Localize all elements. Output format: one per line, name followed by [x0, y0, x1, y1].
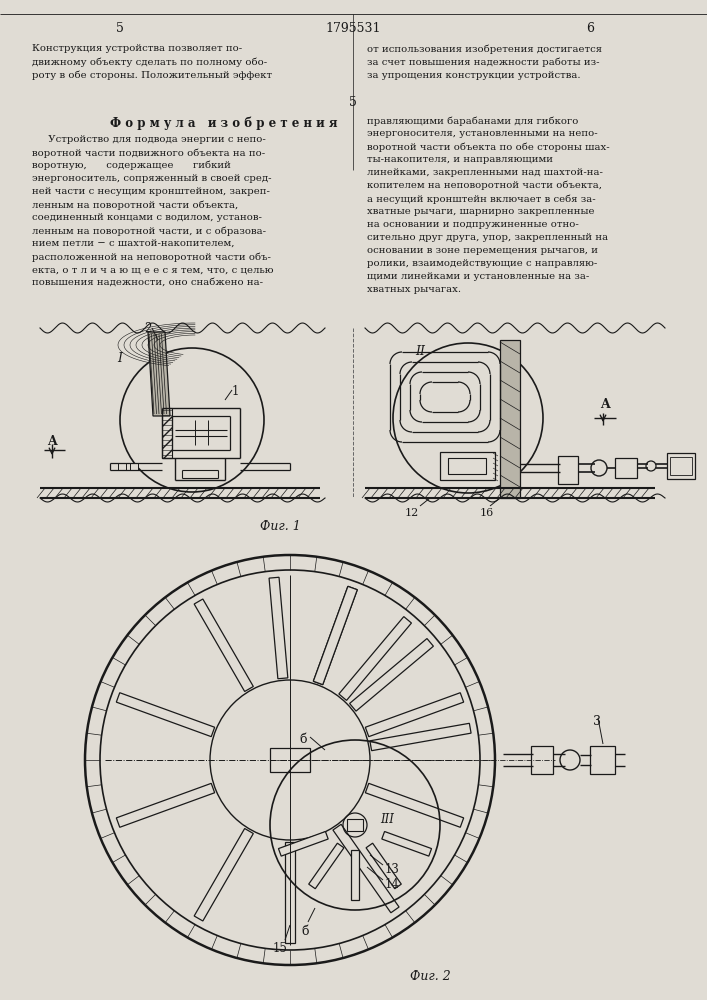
Bar: [558, 456, 578, 484]
Text: хватные рычаги, шарнирно закрепленные: хватные рычаги, шарнирно закрепленные: [367, 207, 595, 216]
Text: III: III: [380, 813, 394, 826]
Text: Устройство для подвода энергии с непо-: Устройство для подвода энергии с непо-: [32, 135, 266, 144]
Bar: [440, 452, 495, 480]
Text: повышения надежности, оно снабжено на-: повышения надежности, оно снабжено на-: [32, 278, 263, 287]
Polygon shape: [349, 639, 433, 711]
Polygon shape: [333, 824, 399, 913]
Text: линейками, закрепленными над шахтой-на-: линейками, закрепленными над шахтой-на-: [367, 168, 603, 177]
Text: A: A: [600, 398, 609, 411]
Bar: [347, 819, 363, 831]
Text: 16: 16: [480, 508, 494, 518]
Text: 14: 14: [385, 878, 400, 891]
Text: ты-накопителя, и направляющими: ты-накопителя, и направляющими: [367, 155, 553, 164]
Text: соединенный концами с водилом, установ-: соединенный концами с водилом, установ-: [32, 213, 262, 222]
Text: правляющими барабанами для гибкого: правляющими барабанами для гибкого: [367, 116, 578, 125]
Text: на основании и подпружиненные отно-: на основании и подпружиненные отно-: [367, 220, 579, 229]
Text: Фиг. 1: Фиг. 1: [259, 520, 300, 533]
Text: 3: 3: [593, 715, 601, 728]
Text: ленным на поворотной части, и с образова-: ленным на поворотной части, и с образова…: [32, 226, 266, 235]
Bar: [118, 463, 126, 470]
Polygon shape: [382, 832, 431, 856]
Polygon shape: [313, 586, 357, 685]
Text: от использования изобретения достигается: от использования изобретения достигается: [367, 44, 602, 53]
Text: энергоноситель, сопряженный в своей сред-: энергоноситель, сопряженный в своей сред…: [32, 174, 271, 183]
Text: сительно друг друга, упор, закрепленный на: сительно друг друга, упор, закрепленный …: [367, 233, 608, 242]
Polygon shape: [370, 723, 471, 751]
Text: ленным на поворотной части объекта,: ленным на поворотной части объекта,: [32, 200, 238, 210]
Text: расположенной на неповоротной части объ-: расположенной на неповоротной части объ-: [32, 252, 271, 261]
Text: воротной части объекта по обе стороны шах-: воротной части объекта по обе стороны ша…: [367, 142, 609, 151]
Text: 13: 13: [385, 863, 400, 876]
Polygon shape: [313, 586, 357, 685]
Polygon shape: [366, 783, 464, 827]
Text: нием петли − с шахтой-накопителем,: нием петли − с шахтой-накопителем,: [32, 239, 235, 248]
Bar: [670, 457, 692, 475]
Polygon shape: [269, 577, 288, 679]
Polygon shape: [366, 843, 402, 889]
Bar: [667, 453, 695, 479]
Text: ней части с несущим кронштейном, закреп-: ней части с несущим кронштейном, закреп-: [32, 187, 270, 196]
Text: ролики, взаимодействующие с направляю-: ролики, взаимодействующие с направляю-: [367, 259, 597, 268]
Text: хватных рычагах.: хватных рычагах.: [367, 285, 461, 294]
Text: движному объекту сделать по полному обо-: движному объекту сделать по полному обо-: [32, 57, 267, 67]
Polygon shape: [366, 693, 464, 737]
Polygon shape: [285, 842, 295, 943]
Polygon shape: [339, 617, 411, 700]
Text: копителем на неповоротной части объекта,: копителем на неповоротной части объекта,: [367, 181, 602, 190]
Text: II: II: [415, 345, 425, 358]
Text: A: A: [47, 435, 57, 448]
Polygon shape: [309, 843, 344, 889]
Text: 2: 2: [144, 322, 152, 335]
Text: Ф о р м у л а   и з о б р е т е н и я: Ф о р м у л а и з о б р е т е н и я: [110, 116, 337, 129]
Polygon shape: [117, 693, 215, 737]
Text: 12: 12: [405, 508, 419, 518]
Polygon shape: [148, 332, 170, 416]
Bar: [162, 408, 172, 458]
Bar: [130, 463, 138, 470]
Polygon shape: [500, 340, 520, 498]
Polygon shape: [194, 829, 253, 921]
Text: за упрощения конструкции устройства.: за упрощения конструкции устройства.: [367, 71, 580, 80]
Bar: [270, 748, 310, 772]
Bar: [615, 458, 637, 478]
Bar: [531, 746, 553, 774]
Text: I: I: [117, 352, 122, 365]
Bar: [448, 458, 486, 474]
Text: 15: 15: [273, 942, 288, 955]
Polygon shape: [279, 832, 328, 856]
Text: 1: 1: [232, 385, 240, 398]
Text: основании в зоне перемещения рычагов, и: основании в зоне перемещения рычагов, и: [367, 246, 598, 255]
Text: 5: 5: [349, 96, 357, 108]
Text: екта, о т л и ч а ю щ е е с я тем, что, с целью: екта, о т л и ч а ю щ е е с я тем, что, …: [32, 265, 274, 274]
Text: щими линейками и установленные на за-: щими линейками и установленные на за-: [367, 272, 589, 281]
Text: 6: 6: [586, 21, 594, 34]
Polygon shape: [117, 783, 215, 827]
Text: воротной части подвижного объекта на по-: воротной части подвижного объекта на по-: [32, 148, 265, 157]
Polygon shape: [351, 850, 359, 900]
Bar: [590, 746, 615, 774]
Text: 1795531: 1795531: [325, 21, 381, 34]
Text: за счет повышения надежности работы из-: за счет повышения надежности работы из-: [367, 57, 600, 67]
Text: 5: 5: [116, 21, 124, 34]
Text: Фиг. 2: Фиг. 2: [410, 970, 451, 983]
Text: б: б: [299, 733, 307, 746]
Text: Конструкция устройства позволяет по-: Конструкция устройства позволяет по-: [32, 44, 242, 53]
Text: воротную,      содержащее      гибкий: воротную, содержащее гибкий: [32, 161, 231, 170]
Text: а несущий кронштейн включает в себя за-: а несущий кронштейн включает в себя за-: [367, 194, 595, 204]
Text: б: б: [301, 925, 309, 938]
Text: роту в обе стороны. Положительный эффект: роту в обе стороны. Положительный эффект: [32, 71, 272, 81]
Polygon shape: [194, 599, 253, 691]
Text: энергоносителя, установленными на непо-: энергоносителя, установленными на непо-: [367, 129, 597, 138]
